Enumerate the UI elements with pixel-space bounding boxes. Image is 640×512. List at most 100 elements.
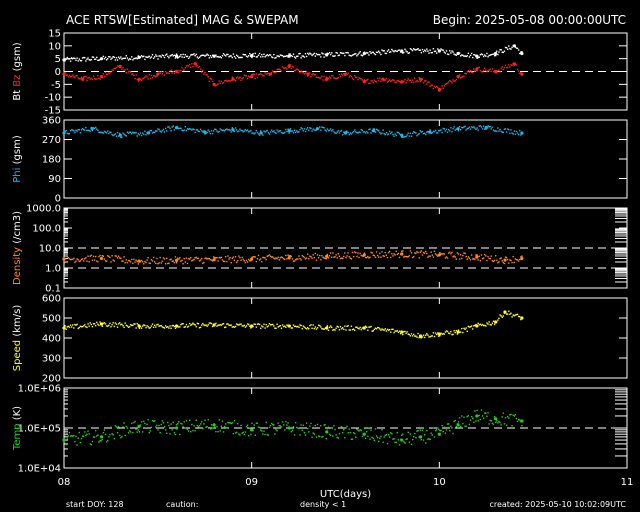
scatter-point xyxy=(373,439,376,441)
scatter-point xyxy=(183,257,185,260)
scatter-point xyxy=(262,75,264,77)
scatter-point xyxy=(247,258,250,261)
scatter-point xyxy=(341,133,344,136)
scatter-point xyxy=(336,77,338,79)
scatter-point xyxy=(481,128,484,130)
scatter-point xyxy=(409,335,412,337)
data-point xyxy=(494,51,498,56)
scatter-point xyxy=(313,52,315,55)
y-axis-label-temp: Temp (K) xyxy=(12,406,23,451)
scatter-point xyxy=(205,257,207,259)
scatter-point xyxy=(291,258,294,260)
scatter-point xyxy=(496,50,498,52)
scatter-point xyxy=(480,53,483,55)
scatter-point xyxy=(219,430,221,432)
scatter-point xyxy=(479,323,482,325)
scatter-point xyxy=(454,80,456,82)
scatter-point xyxy=(454,331,456,334)
scatter-point xyxy=(68,133,71,135)
scatter-point xyxy=(336,436,338,439)
scatter-point xyxy=(219,82,221,85)
scatter-point xyxy=(468,326,471,328)
scatter-point xyxy=(167,326,169,328)
scatter-point xyxy=(112,322,114,324)
scatter-point xyxy=(504,256,507,258)
scatter-point xyxy=(439,90,441,92)
scatter-point xyxy=(174,327,177,330)
scatter-point xyxy=(304,258,307,260)
scatter-point xyxy=(72,258,74,261)
scatter-point xyxy=(263,323,265,325)
scatter-point xyxy=(90,58,93,61)
scatter-point xyxy=(309,72,311,74)
scatter-point xyxy=(487,323,489,325)
scatter-point xyxy=(322,79,324,81)
data-point xyxy=(118,64,122,68)
scatter-point xyxy=(449,429,451,432)
scatter-point xyxy=(138,134,141,136)
scatter-point xyxy=(182,69,184,71)
scatter-point xyxy=(276,68,278,71)
scatter-point xyxy=(290,130,293,132)
scatter-point xyxy=(431,434,433,436)
scatter-point xyxy=(270,56,273,58)
scatter-point xyxy=(234,57,237,59)
scatter-point xyxy=(275,327,277,329)
series-bz xyxy=(62,61,524,92)
scatter-point xyxy=(311,327,313,330)
scatter-point xyxy=(281,421,284,423)
scatter-point xyxy=(207,257,209,260)
x-tick-label: 08 xyxy=(58,477,71,488)
scatter-point xyxy=(396,253,399,256)
scatter-point xyxy=(326,52,329,55)
scatter-point xyxy=(226,53,228,56)
scatter-point xyxy=(406,256,408,258)
scatter-point xyxy=(287,128,289,130)
scatter-point xyxy=(386,328,389,331)
data-point xyxy=(418,77,423,81)
scatter-point xyxy=(410,48,413,51)
scatter-point xyxy=(284,325,286,327)
scatter-point xyxy=(88,261,90,263)
scatter-point xyxy=(368,82,370,85)
scatter-point xyxy=(418,257,420,259)
scatter-point xyxy=(494,421,497,423)
scatter-point xyxy=(516,259,519,261)
scatter-point xyxy=(219,128,221,130)
scatter-point xyxy=(64,130,66,133)
scatter-point xyxy=(279,425,282,427)
scatter-point xyxy=(134,132,136,134)
scatter-point xyxy=(468,423,471,426)
scatter-point xyxy=(420,337,423,339)
scatter-point xyxy=(308,53,310,56)
scatter-point xyxy=(104,323,107,325)
scatter-point xyxy=(319,77,321,79)
scatter-point xyxy=(120,136,122,139)
scatter-point xyxy=(209,55,212,57)
scatter-point xyxy=(511,261,513,264)
scatter-point xyxy=(477,322,479,325)
scatter-point xyxy=(109,131,111,133)
scatter-point xyxy=(311,436,313,438)
scatter-point xyxy=(307,427,309,430)
scatter-point xyxy=(385,131,388,134)
scatter-point xyxy=(183,56,185,59)
scatter-point xyxy=(321,52,323,54)
scatter-point xyxy=(299,72,301,74)
scatter-point xyxy=(262,433,264,435)
scatter-point xyxy=(474,410,476,412)
scatter-point xyxy=(322,256,324,259)
scatter-point xyxy=(227,323,229,325)
scatter-point xyxy=(125,55,127,57)
scatter-point xyxy=(109,56,111,58)
scatter-point xyxy=(391,328,393,331)
scatter-point xyxy=(386,50,389,52)
scatter-point xyxy=(360,429,362,432)
scatter-point xyxy=(332,129,334,131)
scatter-point xyxy=(376,326,379,329)
series-temp xyxy=(62,409,524,446)
scatter-point xyxy=(161,54,164,56)
scatter-point xyxy=(356,132,358,134)
scatter-point xyxy=(190,54,192,56)
scatter-point xyxy=(192,429,194,432)
